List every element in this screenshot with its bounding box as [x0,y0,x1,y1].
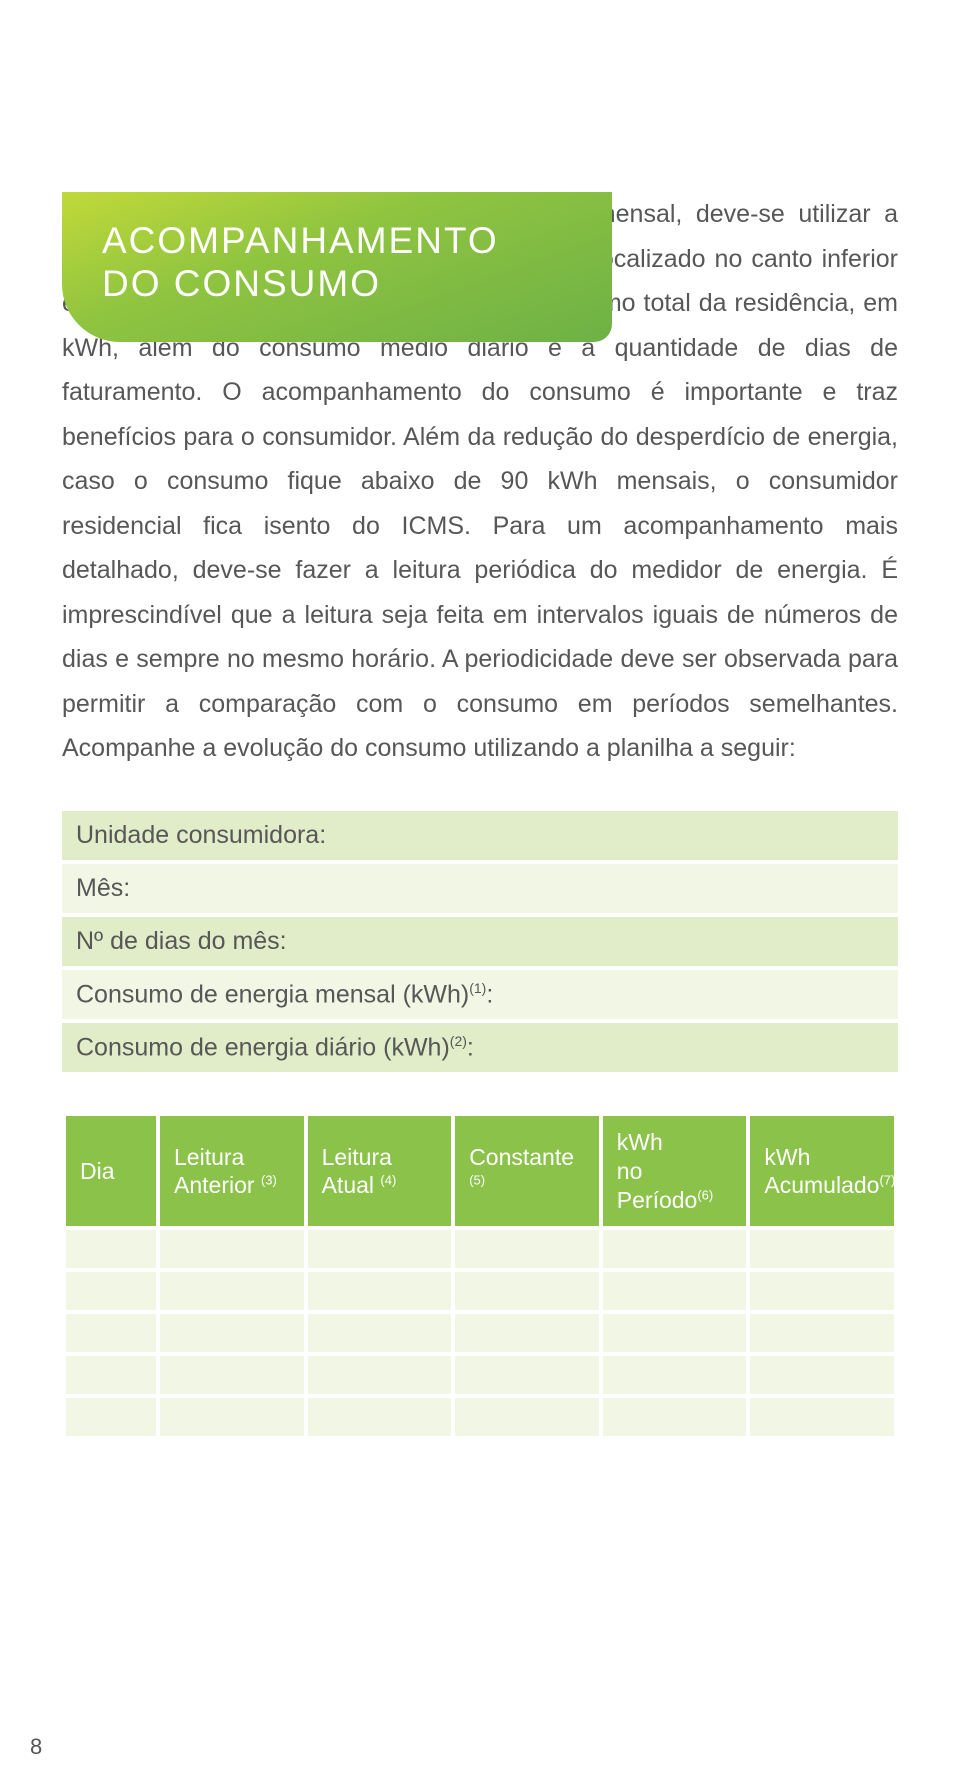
info-row: Nº de dias do mês: [62,917,898,966]
info-row-sup: (2) [450,1033,467,1049]
th-sup: (7) [879,1173,895,1188]
info-row: Mês: [62,864,898,913]
th-line2: Atual [322,1172,381,1198]
info-row-label: Mês: [76,874,130,902]
table-cell [160,1314,304,1352]
th-sup: (4) [380,1173,396,1188]
table-cell [603,1398,747,1436]
info-row-label: Consumo de energia mensal (kWh) [76,980,469,1008]
tracking-table-header-row: DiaLeituraAnterior (3)LeituraAtual (4)Co… [66,1116,894,1226]
table-cell [603,1230,747,1268]
th-line1: Leitura [322,1144,392,1170]
header-title-line2: DO CONSUMO [102,263,381,304]
table-cell [750,1356,894,1394]
table-row [66,1398,894,1436]
table-cell [750,1314,894,1352]
table-cell [455,1230,599,1268]
table-cell [455,1272,599,1310]
table-cell [308,1272,452,1310]
tracking-table-header-cell: LeituraAtual (4) [308,1116,452,1226]
table-cell [308,1230,452,1268]
table-cell [66,1398,156,1436]
info-row-label: Unidade consumidora: [76,821,326,849]
th-line2: Acumulado [764,1172,879,1198]
table-cell [160,1230,304,1268]
table-cell [603,1314,747,1352]
th-line1: kWh [764,1144,810,1170]
th-line1: Constante [469,1144,574,1170]
info-row-label: Nº de dias do mês: [76,927,287,955]
table-cell [308,1398,452,1436]
info-rows: Unidade consumidora: Mês: Nº de dias do mê… [62,811,898,1073]
th-sup: (5) [469,1173,485,1188]
table-cell [603,1272,747,1310]
table-cell [750,1230,894,1268]
header-banner: ACOMPANHAMENTO DO CONSUMO [62,192,612,342]
tracking-table-header-cell: LeituraAnterior (3) [160,1116,304,1226]
info-row-label: Consumo de energia diário (kWh) [76,1033,450,1061]
th-line1: Dia [80,1158,115,1184]
table-row [66,1272,894,1310]
table-cell [160,1272,304,1310]
tracking-table-header-cell: kWh no Período(6) [603,1116,747,1226]
table-cell [308,1356,452,1394]
table-cell [160,1356,304,1394]
table-row [66,1356,894,1394]
table-cell [750,1398,894,1436]
page-number: 8 [30,1734,42,1760]
table-cell [308,1314,452,1352]
table-cell [66,1230,156,1268]
th-line2: Anterior [174,1172,261,1198]
table-cell [603,1356,747,1394]
th-line1: Leitura [174,1144,244,1170]
header-title: ACOMPANHAMENTO DO CONSUMO [102,220,572,305]
info-row-suffix: : [467,1033,474,1061]
table-cell [160,1398,304,1436]
table-cell [66,1314,156,1352]
tracking-table-header-cell: kWh Acumulado(7) [750,1116,894,1226]
tracking-table: DiaLeituraAnterior (3)LeituraAtual (4)Co… [62,1112,898,1440]
tracking-table-body [66,1230,894,1436]
table-row [66,1314,894,1352]
th-line2: no Período [617,1158,698,1213]
th-sup: (6) [697,1187,713,1202]
table-cell [66,1356,156,1394]
info-row-suffix: : [486,980,493,1008]
info-row: Unidade consumidora: [62,811,898,860]
table-cell [66,1272,156,1310]
table-row [66,1230,894,1268]
info-row: Consumo de energia mensal (kWh)(1): [62,970,898,1019]
table-cell [455,1398,599,1436]
info-row-sup: (1) [469,980,486,996]
table-cell [455,1314,599,1352]
th-sup: (3) [261,1173,277,1188]
table-cell [750,1272,894,1310]
tracking-table-header-cell: Constante (5) [455,1116,599,1226]
table-cell [455,1356,599,1394]
header-title-line1: ACOMPANHAMENTO [102,220,499,261]
th-line1: kWh [617,1129,663,1155]
tracking-table-header-cell: Dia [66,1116,156,1226]
info-row: Consumo de energia diário (kWh)(2): [62,1023,898,1072]
